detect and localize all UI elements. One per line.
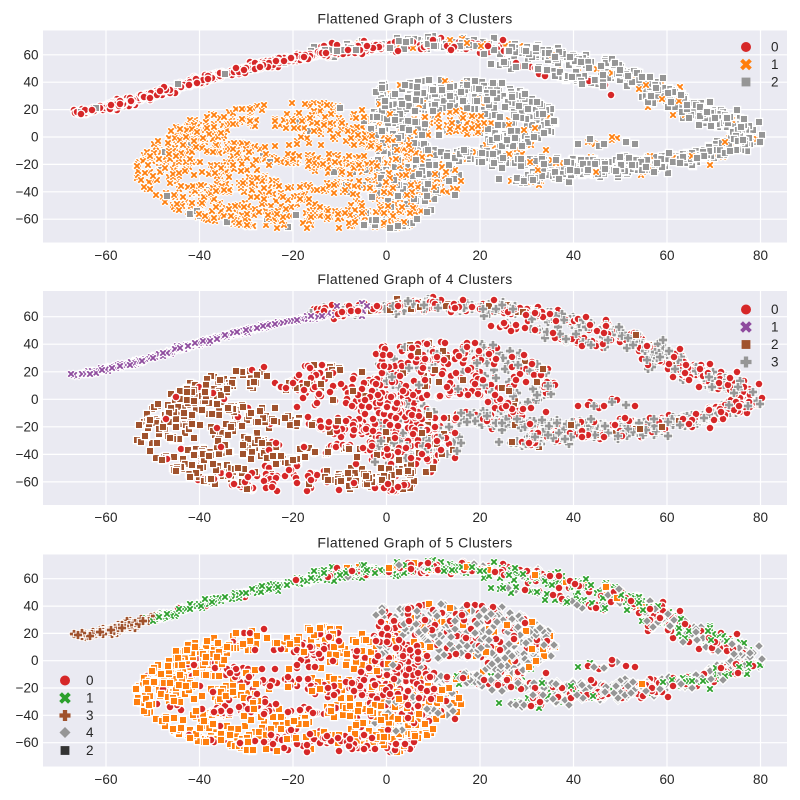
svg-text:Flattened Graph of 3 Clusters: Flattened Graph of 3 Clusters [317, 11, 512, 27]
svg-text:20: 20 [23, 626, 38, 641]
svg-text:−20: −20 [282, 510, 305, 525]
svg-text:−40: −40 [16, 708, 39, 723]
svg-text:4: 4 [86, 725, 94, 740]
svg-text:40: 40 [566, 772, 581, 787]
svg-text:1: 1 [86, 691, 94, 706]
svg-text:20: 20 [23, 102, 38, 117]
svg-text:40: 40 [23, 75, 38, 90]
svg-text:Flattened Graph of 4 Clusters: Flattened Graph of 4 Clusters [317, 271, 512, 287]
svg-text:−20: −20 [16, 157, 39, 172]
svg-text:−20: −20 [16, 419, 39, 434]
svg-text:−60: −60 [95, 510, 118, 525]
svg-text:−40: −40 [188, 510, 211, 525]
svg-text:−60: −60 [95, 772, 118, 787]
svg-text:20: 20 [23, 364, 38, 379]
svg-text:0: 0 [31, 392, 39, 407]
svg-text:1: 1 [771, 320, 779, 335]
svg-text:−60: −60 [95, 248, 118, 263]
svg-text:0: 0 [383, 772, 391, 787]
svg-text:0: 0 [383, 248, 391, 263]
svg-text:0: 0 [771, 302, 779, 317]
svg-text:Flattened Graph of 5 Clusters: Flattened Graph of 5 Clusters [317, 535, 512, 551]
svg-text:2: 2 [86, 743, 94, 758]
svg-text:20: 20 [472, 510, 487, 525]
svg-text:0: 0 [86, 673, 94, 688]
svg-text:80: 80 [753, 772, 768, 787]
svg-text:−40: −40 [188, 772, 211, 787]
svg-text:−40: −40 [16, 447, 39, 462]
svg-text:60: 60 [23, 47, 38, 62]
svg-text:−40: −40 [16, 184, 39, 199]
svg-text:2: 2 [771, 75, 779, 90]
svg-text:1: 1 [771, 57, 779, 72]
svg-text:−60: −60 [16, 474, 39, 489]
svg-text:0: 0 [771, 40, 779, 55]
svg-text:40: 40 [23, 337, 38, 352]
svg-text:3: 3 [771, 355, 779, 370]
svg-text:−20: −20 [16, 681, 39, 696]
svg-text:0: 0 [31, 653, 39, 668]
svg-text:0: 0 [31, 130, 39, 145]
svg-text:40: 40 [566, 248, 581, 263]
svg-text:20: 20 [472, 772, 487, 787]
svg-text:60: 60 [659, 248, 674, 263]
svg-text:40: 40 [566, 510, 581, 525]
svg-text:−60: −60 [16, 212, 39, 227]
svg-text:2: 2 [771, 337, 779, 352]
svg-text:−20: −20 [282, 248, 305, 263]
svg-text:0: 0 [383, 510, 391, 525]
svg-text:60: 60 [659, 772, 674, 787]
svg-text:40: 40 [23, 599, 38, 614]
svg-text:60: 60 [23, 571, 38, 586]
svg-text:60: 60 [23, 309, 38, 324]
svg-text:20: 20 [472, 248, 487, 263]
svg-text:60: 60 [659, 510, 674, 525]
svg-text:−60: −60 [16, 735, 39, 750]
svg-text:80: 80 [753, 248, 768, 263]
svg-text:80: 80 [753, 510, 768, 525]
svg-text:−20: −20 [282, 772, 305, 787]
svg-text:−40: −40 [188, 248, 211, 263]
svg-text:3: 3 [86, 708, 94, 723]
